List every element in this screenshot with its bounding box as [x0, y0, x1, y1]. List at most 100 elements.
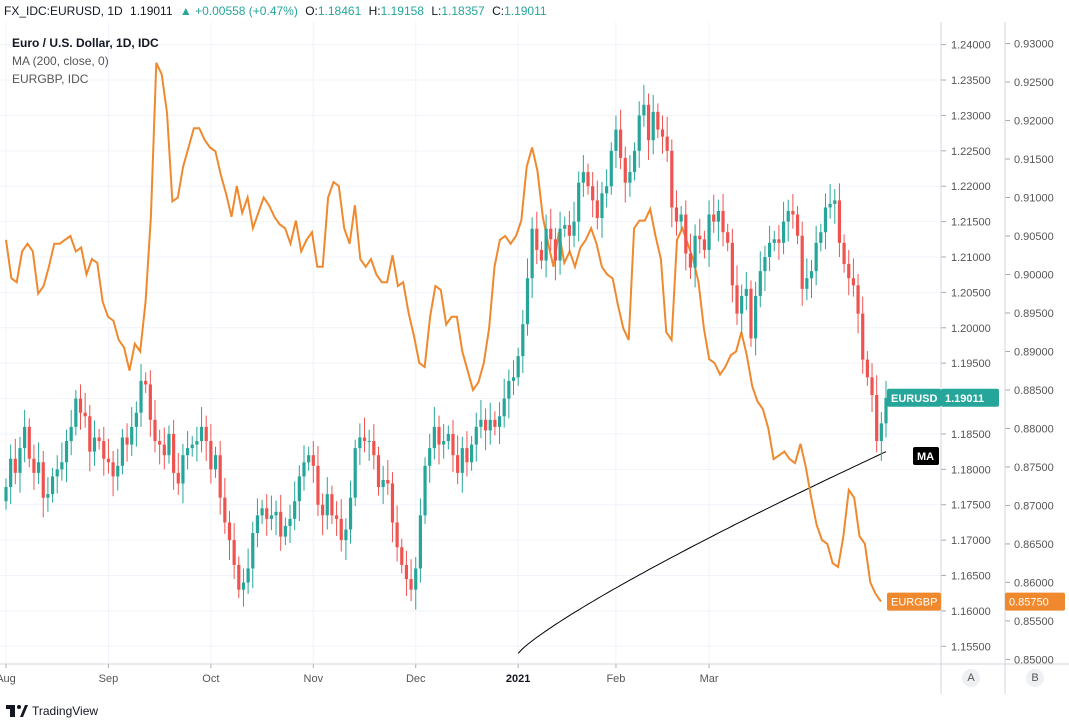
x-axis-tick-label: Mar — [700, 673, 719, 685]
candle-body — [437, 426, 441, 445]
candle-body — [646, 104, 651, 141]
candle-body — [851, 278, 856, 286]
price-labels-group: EURUSD 1.19011 EURGBP 0.85750 MA — [887, 388, 1065, 611]
legend-main-series[interactable]: Euro / U.S. Dollar, 1D, IDC — [12, 36, 159, 50]
eurgbp-last-price-tag-bg — [1005, 592, 1065, 611]
right-axis-tick-label: 0.85000 — [1014, 654, 1054, 666]
candle-body — [23, 426, 27, 449]
candle-body — [856, 285, 860, 314]
candle-body — [497, 416, 502, 427]
candle-body — [553, 239, 558, 261]
candle-body — [372, 441, 376, 456]
candle-body — [698, 235, 702, 240]
high-label: H: — [368, 4, 381, 18]
candle-body — [572, 221, 576, 236]
candle-body — [265, 508, 269, 519]
candle-body — [511, 377, 516, 381]
candle-body — [875, 395, 879, 442]
candle-body — [255, 515, 260, 534]
candle-body — [60, 462, 64, 470]
eurusd-series-tag-bg — [887, 388, 941, 407]
candle-body — [726, 232, 730, 243]
eurusd-last-price-tag: 1.19011 — [945, 393, 984, 405]
candle-body — [754, 295, 758, 339]
candle-body — [148, 384, 152, 420]
candle-body — [432, 426, 436, 449]
candle-body — [530, 228, 534, 279]
right-axis-tick-label: 0.87500 — [1014, 462, 1054, 474]
candle-body — [83, 412, 87, 417]
right-axis-tick-label: 0.93000 — [1014, 39, 1054, 51]
candle-body — [353, 448, 357, 498]
candle-body — [558, 228, 562, 261]
candle-body — [302, 462, 306, 477]
candle-body — [362, 437, 367, 442]
candle-body — [185, 448, 190, 456]
candle-body — [106, 458, 111, 463]
candle-body — [651, 111, 655, 141]
candle-body — [474, 426, 478, 445]
legend-eurgbp[interactable]: EURGBP, IDC — [12, 72, 89, 86]
right-axis-tick-label: 0.86000 — [1014, 577, 1054, 589]
left-axis-tick-label: 1.21500 — [951, 217, 991, 229]
candle-body — [251, 533, 255, 569]
candle-body — [162, 444, 166, 456]
candle-body — [493, 419, 497, 427]
candle-body — [442, 441, 446, 445]
candle-body — [158, 441, 162, 445]
left-axis-tick-label: 1.18500 — [951, 429, 991, 441]
chart-header: FX_IDC:EURUSD, 1D 1.19011 ▲ +0.00558 (+0… — [0, 0, 1069, 22]
candle-body — [195, 441, 199, 445]
candle-body — [176, 472, 180, 484]
price-chart[interactable]: 1.15500 1.16000 1.16500 1.17000 1.17500 1.180… — [0, 0, 1069, 694]
candle-body — [139, 380, 143, 413]
candle-body — [609, 150, 613, 187]
candle-body — [507, 380, 511, 399]
left-axis-tick-label: 1.24000 — [951, 40, 991, 52]
candle-body — [777, 239, 781, 243]
candle-body — [679, 214, 683, 222]
candle-body — [665, 136, 669, 151]
candle-body — [456, 455, 460, 473]
candle-body — [539, 249, 544, 261]
candle-body — [502, 398, 506, 417]
candle-body — [428, 448, 432, 466]
candle-body — [563, 225, 567, 229]
legend-ma[interactable]: MA (200, close, 0) — [12, 54, 109, 68]
auto-scale-button[interactable]: A — [962, 669, 980, 687]
scale-b-button[interactable]: B — [1026, 669, 1044, 687]
candle-body — [684, 214, 688, 254]
candle-body — [218, 455, 222, 498]
left-axis-tick-label: 1.16000 — [951, 606, 991, 618]
candle-body — [321, 504, 325, 516]
left-axis-tick-label: 1.22500 — [951, 146, 991, 158]
candle-body — [809, 271, 814, 279]
right-axis-tick-label: 0.88000 — [1014, 423, 1054, 435]
candle-body — [586, 172, 590, 187]
x-axis-tick-label: Nov — [304, 673, 324, 685]
candle-body — [246, 568, 250, 583]
open-label: O: — [305, 4, 318, 18]
candle-body — [376, 455, 381, 488]
candle-body — [395, 522, 399, 548]
x-axis-tick-label: Dec — [406, 673, 426, 685]
candle-body — [879, 423, 883, 442]
candle-body — [13, 458, 17, 473]
candle-body — [656, 111, 660, 130]
candle-body — [884, 397, 888, 424]
symbol-label[interactable]: FX_IDC:EURUSD, 1D — [4, 4, 123, 18]
candle-body — [786, 210, 790, 222]
candle-body — [716, 210, 720, 222]
candle-body — [772, 239, 776, 243]
candle-body — [763, 256, 767, 272]
candle-body — [330, 494, 334, 516]
candle-body — [688, 253, 693, 268]
candle-body — [767, 242, 772, 257]
tradingview-logo[interactable]: TradingView — [6, 704, 98, 718]
ma-line — [517, 451, 887, 654]
tradingview-brand: TradingView — [32, 704, 99, 718]
x-axis-tick-label: Feb — [606, 673, 625, 685]
candle-body — [386, 479, 390, 484]
candle-body — [125, 437, 129, 445]
candle-body — [237, 564, 241, 590]
